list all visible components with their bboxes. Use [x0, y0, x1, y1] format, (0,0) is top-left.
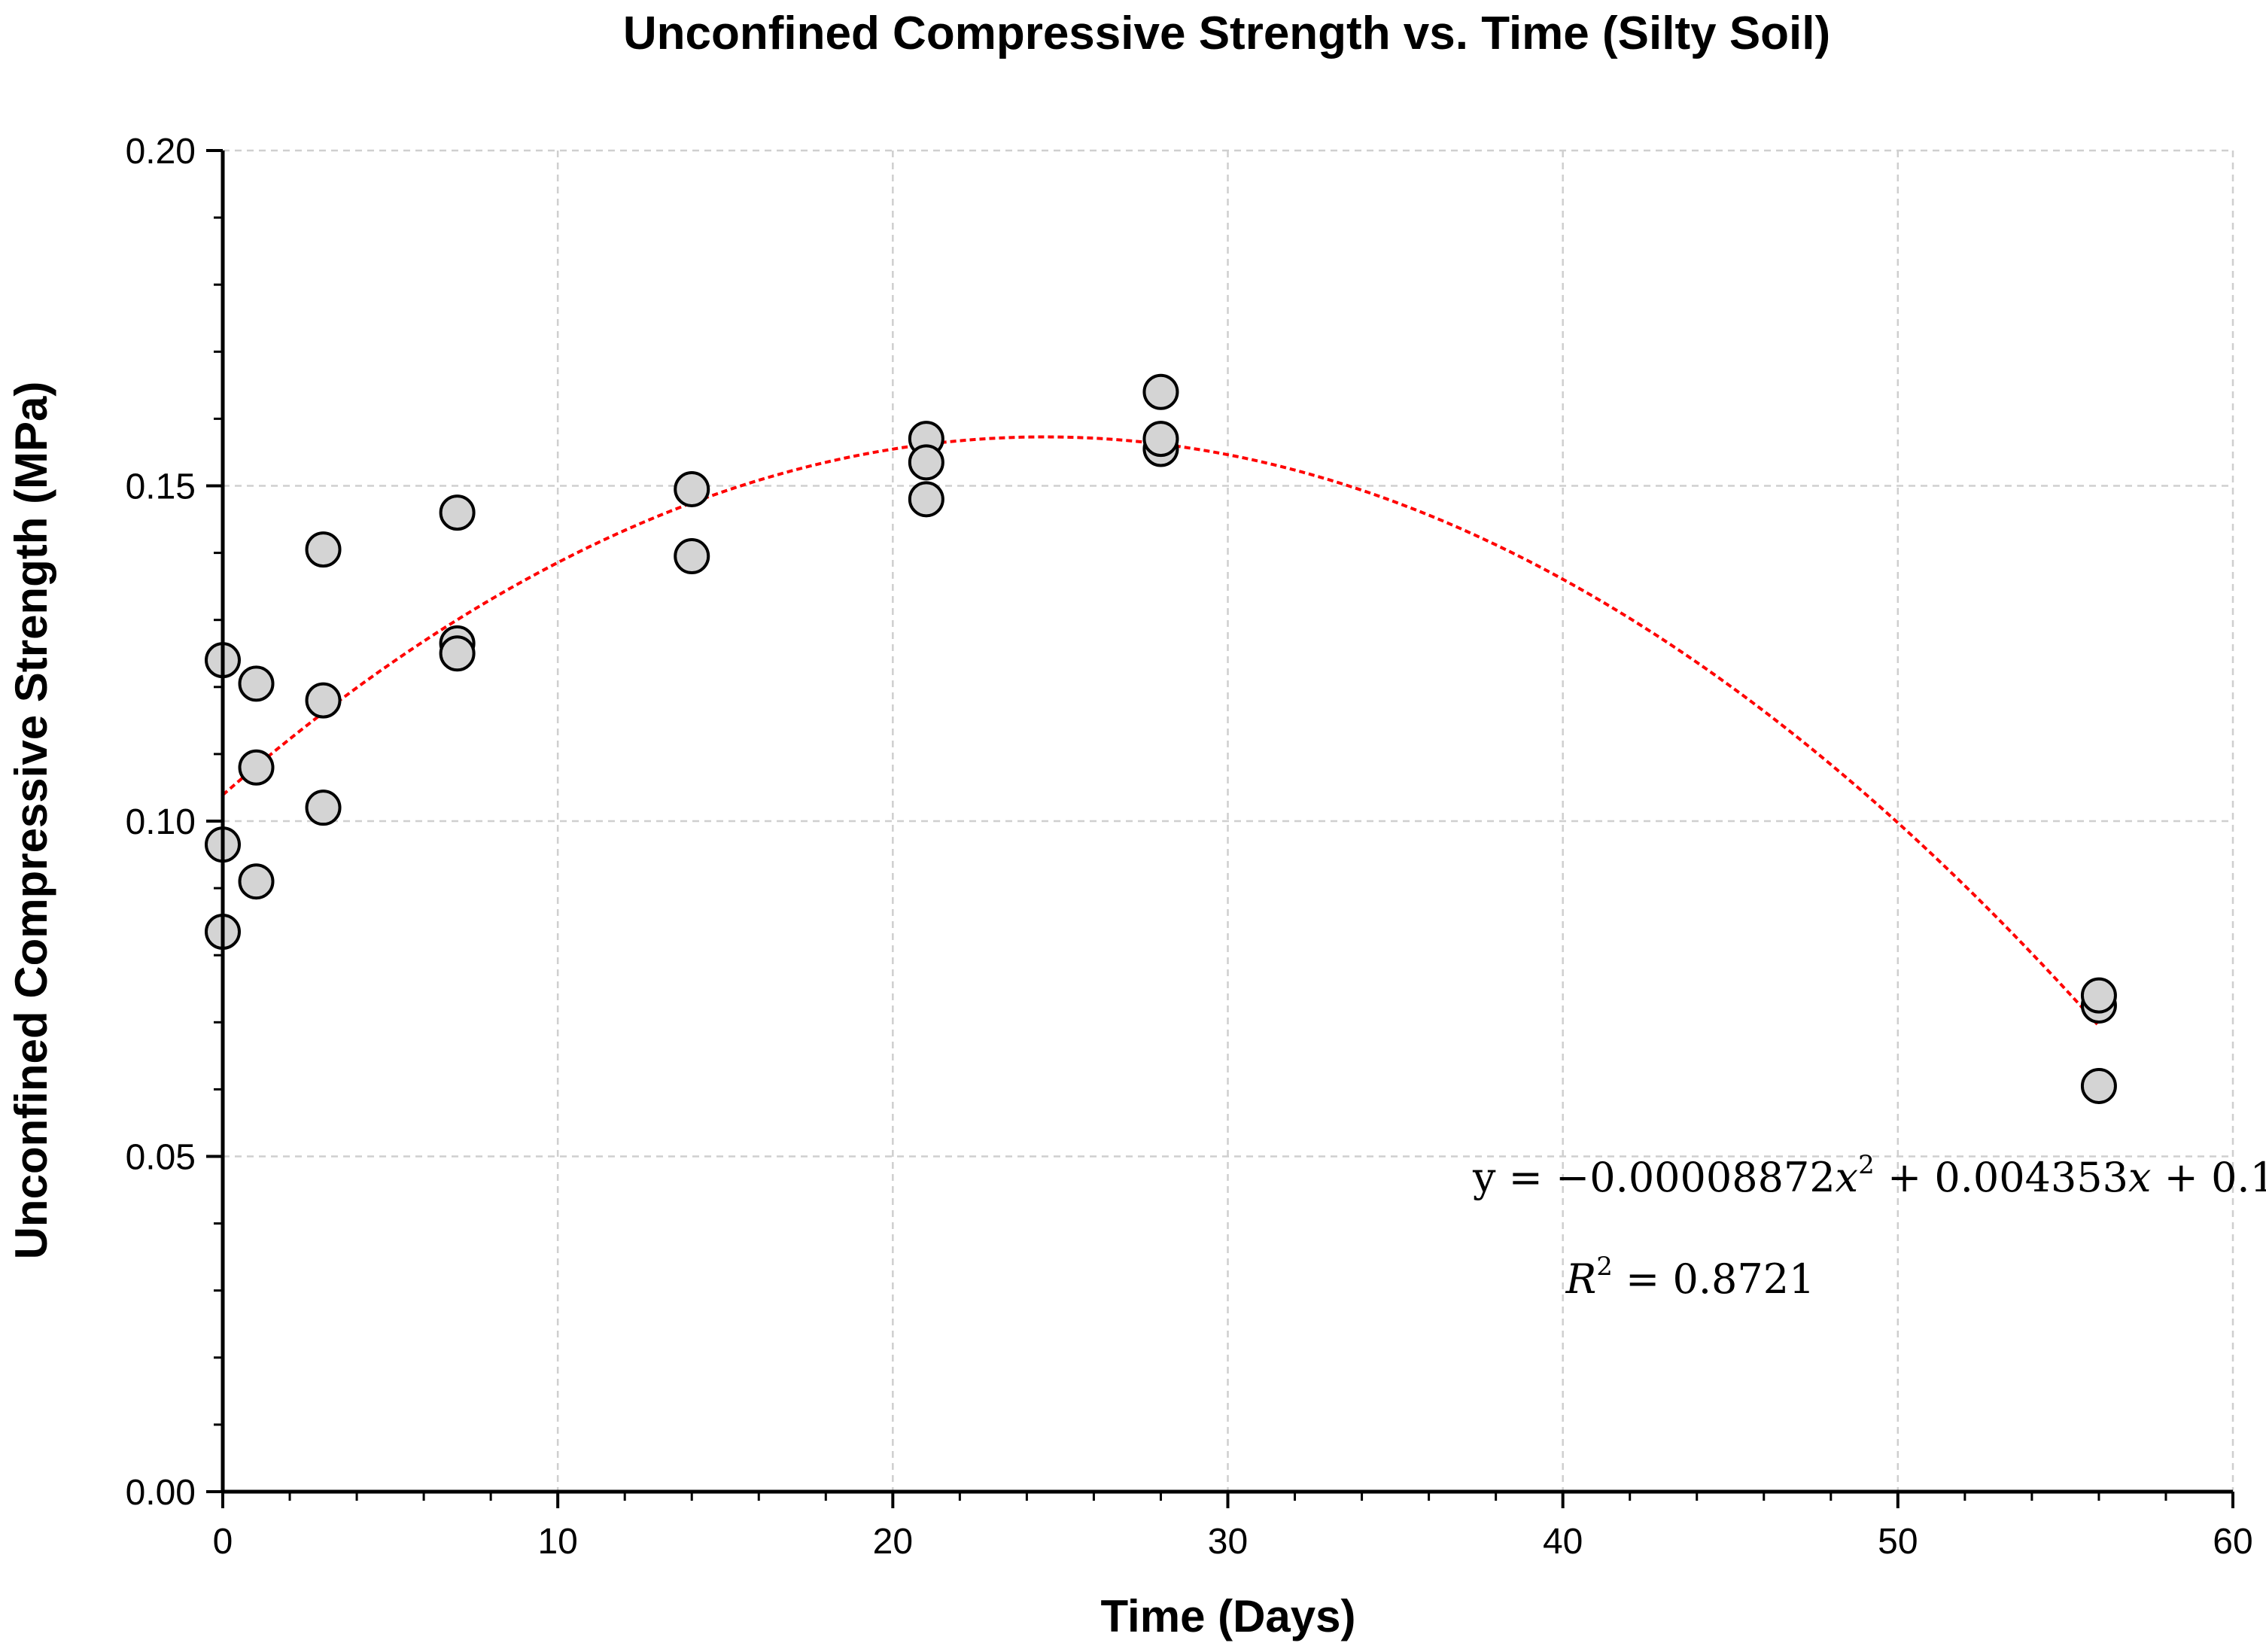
y-tick-label: 0.10 [126, 802, 196, 842]
data-point [439, 635, 476, 672]
data-point [238, 665, 275, 702]
data-point [2080, 977, 2117, 1014]
data-point [305, 789, 342, 826]
fit-equation: y = −0.00008872x2 + 0.004353x + 0.1039 [1472, 1150, 2266, 1201]
data-point [439, 494, 476, 531]
equation-lhs: y = −0.00008872 [1472, 1154, 1836, 1201]
ticks [206, 149, 2234, 1508]
data-point [908, 481, 944, 518]
equation-x1: x [2128, 1154, 2151, 1201]
data-point [674, 470, 710, 507]
x-tick-label: 30 [1208, 1522, 1248, 1562]
data-point [238, 749, 275, 786]
x-tick-label: 50 [1878, 1522, 1918, 1562]
x-tick-label: 40 [1543, 1522, 1583, 1562]
y-axis-label: Unconfined Compressive Strength (MPa) [6, 382, 56, 1260]
equation-x2: x [1836, 1154, 1858, 1201]
equation-tail: + 0.1039 [2152, 1154, 2266, 1201]
data-point [2080, 1067, 2117, 1104]
r-squared-exp: 2 [1596, 1252, 1613, 1282]
x-tick-label: 10 [537, 1522, 577, 1562]
data-point [1142, 373, 1179, 410]
tick-labels: 0 10 20 30 40 50 60 0.00 0.05 0.10 0.15 0.20 [126, 132, 2253, 1562]
x-axis-label: Time (Days) [1100, 1591, 1355, 1641]
x-tick-label: 60 [2213, 1522, 2252, 1562]
x-tick-label: 20 [873, 1522, 913, 1562]
r-squared-r: R [1565, 1255, 1597, 1303]
r-squared: R2 = 0.8721 [1565, 1252, 1815, 1303]
data-point [238, 863, 275, 900]
data-points [205, 373, 2117, 1104]
chart-title: Unconfined Compressive Strength vs. Time… [623, 8, 1830, 59]
data-point [908, 444, 944, 481]
equation-mid: + 0.004353 [1875, 1154, 2128, 1201]
data-point [1142, 421, 1179, 458]
equation-exp: 2 [1858, 1150, 1875, 1180]
grid [223, 149, 2234, 1492]
y-tick-label: 0.05 [126, 1138, 196, 1178]
data-point [305, 531, 342, 568]
data-point [674, 538, 710, 575]
x-tick-label: 0 [213, 1522, 233, 1562]
y-tick-label: 0.00 [126, 1473, 196, 1513]
y-tick-label: 0.20 [126, 132, 196, 172]
y-tick-label: 0.15 [126, 467, 196, 507]
trendline [221, 435, 2100, 1027]
r-squared-value: = 0.8721 [1613, 1255, 1815, 1303]
data-point [305, 682, 342, 719]
